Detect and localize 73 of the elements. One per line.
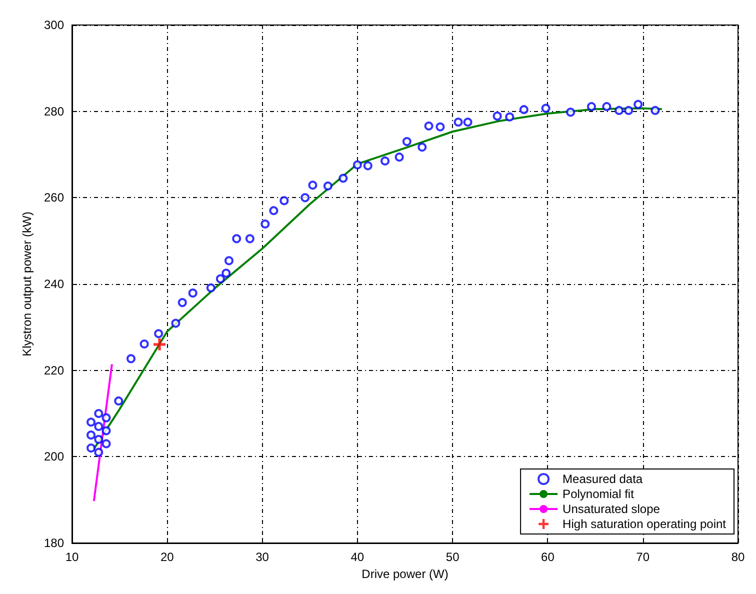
point: [86, 430, 96, 440]
x-tick-label: 50: [446, 550, 460, 564]
point: [86, 418, 96, 427]
point: [245, 234, 254, 244]
point: [178, 298, 187, 308]
point: [338, 174, 348, 183]
y-axis-title: Klystron output power (kW): [20, 212, 34, 356]
point: [140, 340, 149, 348]
point: [154, 338, 166, 350]
x-tick-label: 70: [636, 550, 650, 564]
point: [94, 409, 104, 418]
point: [114, 396, 124, 406]
point: [269, 206, 278, 216]
point: [418, 142, 427, 152]
y-tick-label: 300: [44, 18, 64, 32]
y-tick-label: 200: [44, 450, 64, 464]
legend-label: High saturation operating point: [562, 517, 727, 531]
point: [86, 444, 96, 453]
point: [650, 106, 660, 115]
legend-label: Measured data: [562, 472, 643, 486]
point: [463, 118, 472, 127]
point: [624, 106, 634, 115]
y-tick-label: 240: [44, 277, 64, 291]
y-tick-label: 280: [44, 104, 64, 118]
point: [566, 108, 576, 117]
point: [323, 182, 332, 191]
x-axis-title: Drive power (W): [362, 566, 448, 581]
point: [308, 180, 318, 190]
point: [94, 434, 104, 444]
point: [436, 122, 445, 132]
point: [541, 104, 550, 113]
point: [634, 100, 643, 109]
x-tick-label: 40: [350, 550, 364, 564]
x-tick-label: 20: [160, 550, 174, 564]
point: [206, 283, 216, 292]
point: [492, 112, 502, 121]
point: [300, 193, 310, 202]
point: [102, 439, 111, 448]
point: [614, 106, 624, 115]
x-tick-label: 60: [541, 550, 555, 564]
point: [602, 102, 612, 112]
point: [454, 118, 463, 127]
y-tick-label: 260: [44, 190, 64, 205]
point: [126, 354, 136, 364]
point: [222, 268, 231, 278]
point: [260, 220, 270, 228]
point: [505, 112, 514, 122]
y-tick-label: 180: [44, 536, 64, 550]
point: [380, 156, 390, 166]
legend-label: Unsaturated slope: [562, 502, 660, 516]
x-tick-label: 10: [65, 550, 79, 564]
point: [94, 422, 104, 431]
point: [586, 102, 596, 112]
point: [171, 318, 180, 328]
x-tick-label: 80: [731, 550, 745, 564]
y-tick-label: 220: [44, 363, 64, 378]
point: [102, 413, 111, 422]
point: [519, 105, 528, 114]
point: [352, 160, 362, 170]
point: [280, 196, 289, 206]
point: [394, 152, 404, 162]
point: [216, 274, 225, 284]
x-tick-label: 30: [256, 550, 270, 564]
point: [232, 234, 242, 244]
point: [424, 122, 434, 131]
point: [154, 329, 164, 338]
legend-label: Polynomial fit: [562, 487, 635, 501]
point: [363, 161, 372, 170]
point: [102, 426, 111, 436]
point: [94, 448, 104, 457]
point: [188, 288, 198, 298]
point: [402, 137, 412, 146]
point: [224, 256, 234, 266]
